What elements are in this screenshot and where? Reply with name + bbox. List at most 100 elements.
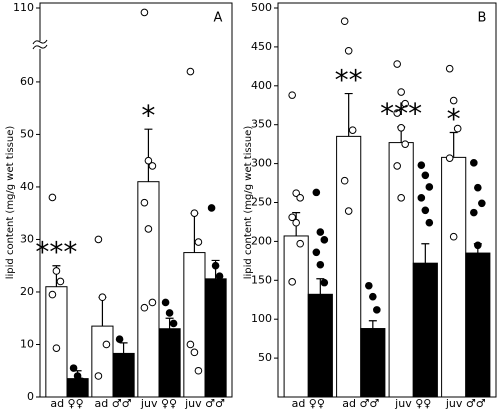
data-point bbox=[453, 124, 462, 133]
data-point bbox=[144, 225, 153, 233]
data-point bbox=[365, 281, 373, 290]
bar bbox=[183, 252, 206, 398]
data-point bbox=[190, 209, 199, 217]
y-tick-label: 150 bbox=[251, 273, 272, 286]
data-point bbox=[421, 297, 430, 306]
y-tick-label: 100 bbox=[251, 312, 272, 325]
data-point bbox=[425, 183, 434, 191]
data-point bbox=[320, 278, 329, 287]
x-tick-label: juv ♀♀ bbox=[140, 397, 177, 410]
y-tick-label: 40 bbox=[20, 180, 34, 193]
y-tick-label: 450 bbox=[251, 40, 272, 53]
data-point bbox=[77, 377, 86, 386]
x-tick-label: ad ♂♂ bbox=[95, 397, 132, 410]
data-point bbox=[393, 109, 401, 117]
data-point bbox=[73, 372, 82, 380]
data-point bbox=[397, 88, 405, 96]
y-tick-label: 30 bbox=[20, 232, 34, 245]
x-tick-label: juv ♂♂ bbox=[445, 397, 486, 410]
data-point bbox=[194, 366, 203, 375]
data-point bbox=[397, 124, 405, 132]
data-point bbox=[186, 340, 195, 349]
y-tick-label: 300 bbox=[251, 157, 272, 170]
bar bbox=[283, 235, 309, 398]
y-tick-label: 500 bbox=[251, 1, 272, 14]
data-point bbox=[344, 46, 353, 55]
data-point bbox=[190, 348, 199, 357]
data-point bbox=[417, 161, 426, 169]
data-point bbox=[478, 271, 486, 280]
data-point bbox=[148, 162, 157, 170]
data-point bbox=[169, 319, 178, 328]
x-tick-label: ad ♂♂ bbox=[342, 397, 379, 410]
data-point bbox=[288, 278, 296, 286]
data-point bbox=[449, 96, 458, 105]
data-point bbox=[474, 241, 482, 250]
axis-break bbox=[32, 39, 48, 50]
data-point bbox=[215, 338, 224, 346]
data-point bbox=[161, 298, 170, 307]
data-point bbox=[312, 294, 321, 302]
data-point bbox=[316, 312, 325, 320]
data-point bbox=[401, 140, 409, 148]
data-point bbox=[445, 64, 454, 73]
data-point bbox=[73, 385, 82, 393]
bar bbox=[465, 252, 491, 398]
data-point bbox=[140, 8, 149, 17]
bar bbox=[441, 156, 467, 398]
data-point bbox=[470, 208, 478, 217]
error-bar bbox=[144, 128, 153, 182]
data-point bbox=[417, 277, 426, 285]
data-point bbox=[102, 340, 111, 349]
data-point bbox=[56, 277, 65, 286]
bar bbox=[158, 328, 181, 398]
data-point bbox=[48, 290, 57, 299]
data-point bbox=[421, 206, 430, 215]
data-point bbox=[478, 199, 486, 208]
significance: *** bbox=[35, 236, 77, 269]
significance: * bbox=[141, 99, 155, 132]
data-point bbox=[119, 366, 128, 375]
y-tick-label: 400 bbox=[251, 79, 272, 92]
bar bbox=[360, 328, 386, 398]
data-point bbox=[211, 261, 220, 270]
data-point bbox=[288, 91, 296, 99]
data-point bbox=[144, 156, 153, 165]
data-point bbox=[207, 204, 216, 212]
error-bar bbox=[165, 317, 174, 329]
panel-label: A bbox=[214, 11, 223, 26]
data-point bbox=[421, 171, 430, 180]
y-tick-label: 110 bbox=[13, 1, 34, 14]
data-point bbox=[115, 335, 124, 344]
data-point bbox=[474, 316, 482, 325]
bar bbox=[336, 135, 362, 398]
data-point bbox=[52, 344, 61, 352]
significance: *** bbox=[380, 97, 422, 130]
y-axis-label: lipid content (mg/g wet tissue) bbox=[243, 126, 254, 280]
y-tick-label: 350 bbox=[251, 118, 272, 131]
bar bbox=[91, 325, 114, 398]
data-point bbox=[94, 235, 103, 244]
data-point bbox=[401, 99, 409, 108]
data-point bbox=[52, 267, 61, 275]
error-bar bbox=[368, 320, 377, 329]
frame bbox=[39, 2, 233, 398]
data-point bbox=[207, 293, 216, 302]
error-bar bbox=[119, 342, 128, 354]
bar bbox=[112, 352, 135, 398]
x-tick-label: juv ♂♂ bbox=[184, 397, 225, 410]
data-point bbox=[296, 239, 304, 248]
data-point bbox=[69, 364, 78, 372]
data-point bbox=[161, 361, 170, 370]
data-point bbox=[165, 309, 174, 317]
significance: ** bbox=[335, 64, 363, 97]
data-point bbox=[292, 189, 300, 197]
y-tick-label: 200 bbox=[251, 234, 272, 247]
bar bbox=[412, 262, 438, 398]
y-tick-label: 50 bbox=[258, 351, 272, 364]
data-point bbox=[169, 348, 178, 357]
data-point bbox=[94, 372, 103, 380]
data-point bbox=[312, 248, 321, 257]
data-point bbox=[417, 194, 426, 202]
